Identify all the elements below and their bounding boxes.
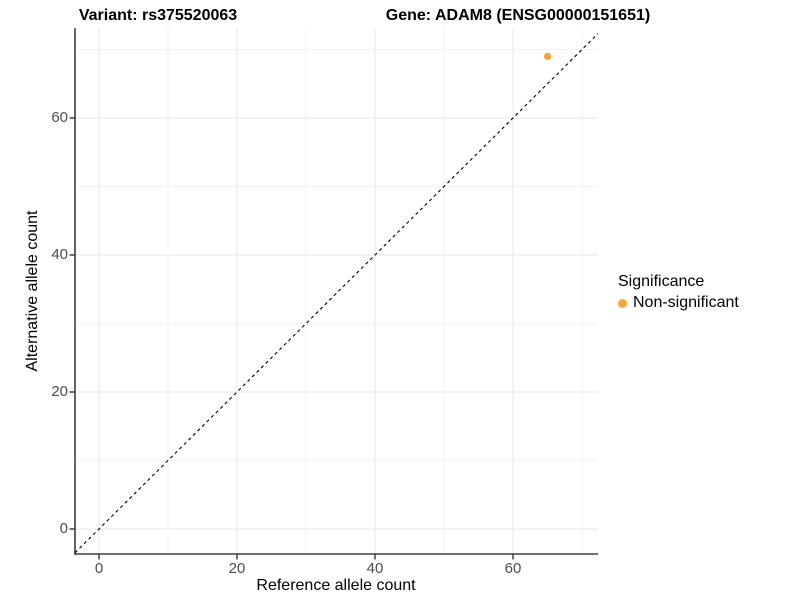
x-tick-label-20: 20 (228, 560, 246, 577)
title-gene: Gene: ADAM8 (ENSG00000151651) (385, 7, 651, 24)
y-tick-label-60: 60 (51, 109, 68, 126)
axis-lines (74, 28, 598, 555)
identity-dashed-line (74, 33, 599, 554)
legend-point-icon (618, 298, 627, 308)
major-gridlines (75, 28, 598, 554)
tick-marks (69, 117, 514, 560)
data-point (543, 52, 552, 61)
x-axis-title: Reference allele count (256, 577, 416, 594)
y-tick-label-40: 40 (51, 246, 68, 263)
y-tick-label-0: 0 (59, 520, 68, 537)
x-tick-label-0: 0 (94, 560, 104, 577)
legend: Significance Non-significant (617, 273, 739, 312)
x-tick-label-40: 40 (366, 560, 384, 577)
x-tick-label-60: 60 (504, 560, 522, 577)
y-tick-label-20: 20 (51, 383, 68, 400)
legend-title: Significance (618, 273, 705, 290)
minor-gridlines (75, 28, 598, 554)
y-axis-title: Alternative allele count (24, 210, 41, 372)
legend-item: Non-significant (617, 294, 739, 312)
title-variant: Variant: rs375520063 (78, 7, 238, 24)
legend-item-label: Non-significant (633, 294, 739, 311)
